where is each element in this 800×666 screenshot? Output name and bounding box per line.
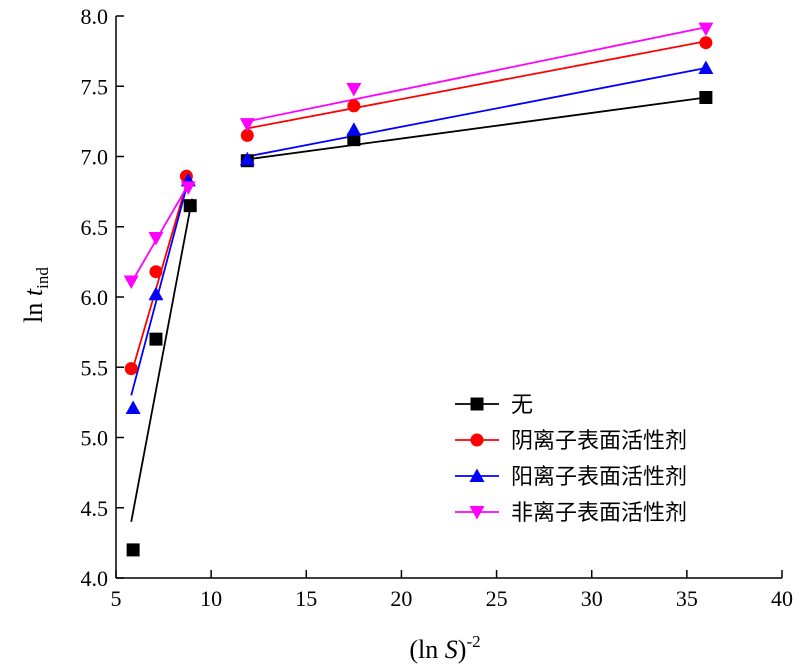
data-point-series-2 <box>698 60 714 74</box>
fit-line-series-1 <box>247 40 707 130</box>
data-point-series-3 <box>239 118 255 132</box>
fit-line-series-3 <box>247 26 707 123</box>
data-point-series-1 <box>124 362 138 376</box>
y-axis: 4.0 4.5 5.0 5.5 6.0 6.5 7.0 7.5 8.0 <box>81 4 124 591</box>
y-tick-label: 5.5 <box>81 355 109 380</box>
data-point-series-3 <box>123 275 139 290</box>
data-point-series-0 <box>183 199 197 213</box>
data-point-series-2 <box>239 151 255 166</box>
x-tick-label: 40 <box>771 586 793 611</box>
data-point-series-2 <box>125 400 141 414</box>
legend-marker <box>470 397 484 411</box>
y-tick-label: 6.0 <box>81 285 109 310</box>
fit-lines <box>130 26 707 522</box>
legend-marker <box>469 506 485 520</box>
y-tick-label: 4.5 <box>81 496 109 521</box>
data-point-series-0 <box>347 133 361 147</box>
y-axis-title: ln tind <box>19 267 52 323</box>
data-point-series-2 <box>346 122 362 136</box>
y-tick-label: 5.0 <box>81 426 109 451</box>
data-point-series-0 <box>126 543 140 557</box>
y-tick-label: 4.0 <box>81 566 109 591</box>
x-tick-label: 25 <box>486 586 508 611</box>
data-point-series-3 <box>698 22 714 37</box>
fit-line-series-0 <box>130 198 193 522</box>
x-axis-title: (ln S)-2 <box>409 632 480 664</box>
data-point-series-3 <box>180 181 196 195</box>
y-tick-label: 7.0 <box>81 145 109 170</box>
x-tick-label: 20 <box>390 586 412 611</box>
y-tick-label: 6.5 <box>81 215 109 240</box>
data-point-series-0 <box>149 332 163 346</box>
legend-marker <box>469 468 485 482</box>
x-tick-label: 5 <box>111 586 122 611</box>
data-points <box>123 22 714 557</box>
data-point-series-3 <box>148 231 164 246</box>
y-tick-label: 8.0 <box>81 4 109 29</box>
data-point-series-2 <box>148 286 164 301</box>
x-tick-label: 30 <box>581 586 603 611</box>
fit-line-series-2 <box>130 180 190 396</box>
legend-label: 非离子表面活性剂 <box>511 501 687 526</box>
data-point-series-1 <box>149 265 163 279</box>
legend-label: 阴离子表面活性剂 <box>511 429 687 454</box>
data-point-series-1 <box>240 128 254 142</box>
legend-label: 阳离子表面活性剂 <box>511 465 687 490</box>
fit-line-series-0 <box>247 96 707 161</box>
x-tick-label: 10 <box>200 586 222 611</box>
legend-marker <box>470 433 484 447</box>
fit-line-series-2 <box>247 67 707 158</box>
data-point-series-3 <box>346 83 362 97</box>
x-tick-label: 35 <box>676 586 698 611</box>
data-point-series-1 <box>347 99 361 113</box>
x-tick-label: 15 <box>295 586 317 611</box>
x-axis: 5 10 15 20 25 30 35 40 <box>111 570 793 611</box>
legend-label: 无 <box>511 393 533 418</box>
y-tick-label: 7.5 <box>81 74 109 99</box>
data-point-series-1 <box>699 36 713 50</box>
data-point-series-0 <box>699 90 713 104</box>
